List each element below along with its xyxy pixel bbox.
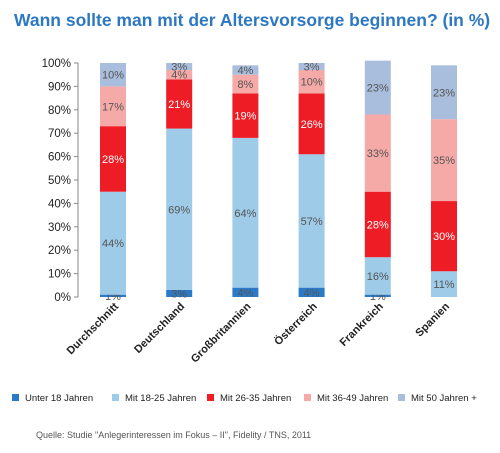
bar-segment-oesterreich-unter-18-jahren [298, 287, 325, 297]
data-label: 35% [433, 155, 455, 167]
x-category-label: Österreich [272, 300, 320, 348]
bar-segment-oesterreich-mit-26-35-jahren [298, 93, 325, 155]
data-label: 33% [367, 148, 389, 160]
legend-label: Mit 18-25 Jahren [125, 393, 196, 404]
data-label: 44% [102, 238, 124, 250]
x-category-label: Frankreich [338, 300, 386, 348]
data-label: 11% [433, 279, 454, 291]
data-label: 57% [301, 216, 323, 228]
bar-segment-durchschnitt-unter-18-jahren [100, 294, 126, 297]
bar-segment-spanien-mit-18-25-jahren [431, 271, 457, 297]
data-label: 26% [301, 119, 323, 131]
legend-swatch [112, 394, 119, 401]
data-label: 3% [171, 62, 187, 74]
bar-segment-durchschnitt-mit-26-35-jahren [100, 126, 126, 192]
bar-segment-deutschland-unter-18-jahren [166, 289, 193, 297]
bar-segment-grossbritannien-unter-18-jahren [232, 287, 259, 297]
y-tick-label: 40% [48, 198, 71, 210]
data-label: 28% [367, 219, 389, 231]
y-tick-label: 60% [48, 152, 71, 164]
legend-swatch [207, 394, 214, 401]
bar-segment-durchschnitt-mit-50-jahren [100, 63, 126, 87]
y-tick-label: 0% [54, 292, 71, 304]
data-label: 23% [433, 87, 455, 99]
y-tick-label: 10% [48, 269, 71, 281]
bar-segment-deutschland-mit-18-25-jahren [166, 128, 193, 290]
legend-swatch [398, 394, 405, 401]
data-label: 10% [102, 70, 124, 82]
data-label: 21% [168, 99, 190, 111]
bar-segment-frankreich-mit-18-25-jahren [364, 257, 391, 295]
bar-segment-grossbritannien-mit-26-35-jahren [232, 93, 259, 138]
bar-segment-spanien-mit-36-49-jahren [431, 119, 457, 202]
bar-segment-spanien-mit-26-35-jahren [431, 201, 457, 272]
data-label: 10% [301, 77, 323, 89]
y-tick-label: 50% [48, 175, 71, 187]
bar-segment-oesterreich-mit-18-25-jahren [298, 154, 325, 288]
bar-segment-oesterreich-mit-50-jahren [298, 63, 325, 71]
bars: 1%44%28%17%10%3%69%21%4%3%4%64%19%8%4%4%… [100, 60, 457, 303]
data-label: 19% [234, 111, 256, 123]
data-label: 69% [168, 204, 190, 216]
x-category-label: Großbritannien [189, 300, 254, 365]
bar-segment-spanien-mit-50-jahren [431, 65, 457, 120]
data-label: 8% [237, 79, 253, 91]
bar-segment-durchschnitt-mit-18-25-jahren [100, 191, 126, 295]
y-tick-label: 30% [48, 222, 71, 234]
bar-segment-grossbritannien-mit-50-jahren [232, 65, 259, 75]
data-label: 28% [102, 154, 124, 166]
y-tick-label: 70% [48, 128, 71, 140]
data-label: 4% [171, 70, 187, 82]
bar-segment-durchschnitt-mit-36-49-jahren [100, 86, 126, 127]
data-label: 17% [102, 101, 124, 113]
bar-segment-frankreich-unter-18-jahren [364, 294, 391, 297]
legend: Unter 18 Jahren Mit 18-25 Jahren Mit 26-35… [12, 393, 477, 404]
bar-segment-frankreich-mit-26-35-jahren [364, 191, 391, 258]
legend-label: Mit 36-49 Jahren [317, 393, 388, 404]
data-label: 4% [237, 65, 253, 77]
legend-swatch [304, 394, 311, 401]
legend-label: Mit 50 Jahren + [411, 393, 477, 404]
bar-segment-oesterreich-mit-36-49-jahren [298, 70, 325, 94]
y-tick-label: 90% [48, 81, 71, 93]
legend-label: Unter 18 Jahren [25, 393, 93, 404]
data-label: 3% [171, 288, 187, 300]
bar-segment-grossbritannien-mit-36-49-jahren [232, 74, 259, 94]
x-axis-labels: Durchschnitt Deutschland Großbritannien Öst… [65, 300, 453, 366]
data-label: 64% [234, 208, 256, 220]
y-tick-label: 100% [42, 58, 71, 70]
bar-segment-deutschland-mit-50-jahren [166, 63, 193, 71]
legend-swatch [12, 394, 19, 401]
chart-title: Wann sollte man mit der Altersvorsorge b… [14, 10, 491, 30]
bar-segment-frankreich-mit-50-jahren [364, 60, 391, 115]
x-category-label: Deutschland [132, 301, 187, 356]
data-label: 4% [304, 287, 320, 299]
data-label: 3% [304, 62, 320, 74]
y-tick-label: 20% [48, 245, 71, 257]
data-label: 23% [367, 83, 389, 95]
source-note: Quelle: Studie "Anlegerinteressen im Fok… [36, 430, 312, 440]
data-label: 4% [237, 287, 253, 299]
y-tick-label: 80% [48, 105, 71, 117]
legend-label: Mit 26-35 Jahren [220, 393, 291, 404]
x-category-label: Spanien [413, 300, 452, 339]
data-label: 16% [367, 271, 389, 283]
bar-segment-grossbritannien-mit-18-25-jahren [232, 137, 259, 288]
axes: 0% 10% 20% 30% 40% 50% 60% 70% 80% 90% 100% [42, 58, 79, 304]
bar-segment-deutschland-mit-36-49-jahren [166, 70, 193, 80]
x-category-label: Durchschnitt [65, 300, 122, 357]
data-label: 30% [433, 231, 455, 243]
bar-segment-frankreich-mit-36-49-jahren [364, 114, 391, 192]
bar-segment-deutschland-mit-26-35-jahren [166, 79, 193, 129]
